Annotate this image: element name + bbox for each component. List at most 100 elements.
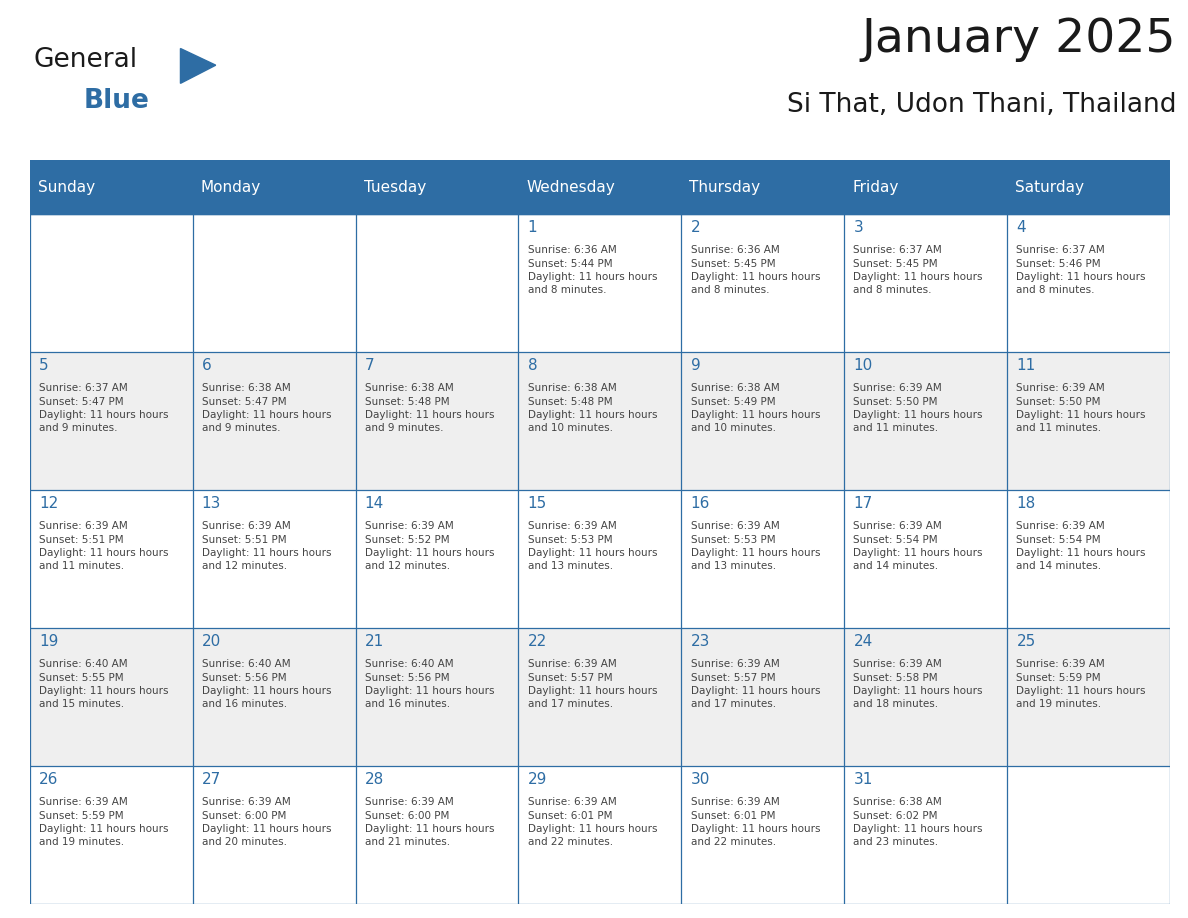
Bar: [30, 214, 192, 353]
Text: Sunrise: 6:39 AM
Sunset: 6:00 PM
Daylight: 11 hours hours
and 21 minutes.: Sunrise: 6:39 AM Sunset: 6:00 PM Dayligh…: [365, 798, 494, 847]
Text: Sunrise: 6:39 AM
Sunset: 5:51 PM
Daylight: 11 hours hours
and 11 minutes.: Sunrise: 6:39 AM Sunset: 5:51 PM Dayligh…: [39, 521, 169, 571]
Text: Sunday: Sunday: [38, 180, 95, 195]
Text: Sunrise: 6:39 AM
Sunset: 5:59 PM
Daylight: 11 hours hours
and 19 minutes.: Sunrise: 6:39 AM Sunset: 5:59 PM Dayligh…: [39, 798, 169, 847]
Bar: [845, 161, 1007, 214]
Text: Sunrise: 6:38 AM
Sunset: 5:48 PM
Daylight: 11 hours hours
and 10 minutes.: Sunrise: 6:38 AM Sunset: 5:48 PM Dayligh…: [527, 384, 657, 433]
Text: Sunrise: 6:37 AM
Sunset: 5:47 PM
Daylight: 11 hours hours
and 9 minutes.: Sunrise: 6:37 AM Sunset: 5:47 PM Dayligh…: [39, 384, 169, 433]
Text: Sunrise: 6:39 AM
Sunset: 5:53 PM
Daylight: 11 hours hours
and 13 minutes.: Sunrise: 6:39 AM Sunset: 5:53 PM Dayligh…: [527, 521, 657, 571]
Text: 23: 23: [690, 634, 710, 649]
Text: 14: 14: [365, 496, 384, 511]
Bar: [192, 214, 355, 353]
Bar: [355, 490, 518, 628]
Text: 18: 18: [1017, 496, 1036, 511]
Text: 24: 24: [853, 634, 873, 649]
Text: 17: 17: [853, 496, 873, 511]
Text: 31: 31: [853, 772, 873, 787]
Bar: [1007, 767, 1170, 904]
Bar: [682, 490, 845, 628]
Text: 1: 1: [527, 220, 537, 235]
Text: 11: 11: [1017, 358, 1036, 373]
Bar: [845, 490, 1007, 628]
Text: January 2025: January 2025: [861, 17, 1176, 62]
Text: Sunrise: 6:39 AM
Sunset: 5:54 PM
Daylight: 11 hours hours
and 14 minutes.: Sunrise: 6:39 AM Sunset: 5:54 PM Dayligh…: [1017, 521, 1146, 571]
Bar: [1007, 353, 1170, 490]
Text: Sunrise: 6:36 AM
Sunset: 5:45 PM
Daylight: 11 hours hours
and 8 minutes.: Sunrise: 6:36 AM Sunset: 5:45 PM Dayligh…: [690, 245, 820, 295]
Text: 15: 15: [527, 496, 546, 511]
Text: 12: 12: [39, 496, 58, 511]
Text: 4: 4: [1017, 220, 1026, 235]
Bar: [682, 353, 845, 490]
Bar: [1007, 628, 1170, 767]
Bar: [518, 490, 682, 628]
Text: Sunrise: 6:36 AM
Sunset: 5:44 PM
Daylight: 11 hours hours
and 8 minutes.: Sunrise: 6:36 AM Sunset: 5:44 PM Dayligh…: [527, 245, 657, 295]
Text: Sunrise: 6:39 AM
Sunset: 5:59 PM
Daylight: 11 hours hours
and 19 minutes.: Sunrise: 6:39 AM Sunset: 5:59 PM Dayligh…: [1017, 659, 1146, 709]
Text: 30: 30: [690, 772, 710, 787]
Bar: [845, 767, 1007, 904]
Bar: [518, 161, 682, 214]
Text: 5: 5: [39, 358, 49, 373]
Text: 19: 19: [39, 634, 58, 649]
Bar: [1007, 490, 1170, 628]
Text: 20: 20: [202, 634, 221, 649]
Bar: [845, 353, 1007, 490]
Bar: [355, 767, 518, 904]
Text: Sunrise: 6:39 AM
Sunset: 5:50 PM
Daylight: 11 hours hours
and 11 minutes.: Sunrise: 6:39 AM Sunset: 5:50 PM Dayligh…: [853, 384, 982, 433]
Text: 9: 9: [690, 358, 700, 373]
Text: Tuesday: Tuesday: [364, 180, 425, 195]
Text: 3: 3: [853, 220, 864, 235]
Text: Sunrise: 6:39 AM
Sunset: 5:50 PM
Daylight: 11 hours hours
and 11 minutes.: Sunrise: 6:39 AM Sunset: 5:50 PM Dayligh…: [1017, 384, 1146, 433]
Bar: [30, 161, 1170, 166]
Text: Sunrise: 6:40 AM
Sunset: 5:55 PM
Daylight: 11 hours hours
and 15 minutes.: Sunrise: 6:40 AM Sunset: 5:55 PM Dayligh…: [39, 659, 169, 709]
Text: Sunrise: 6:40 AM
Sunset: 5:56 PM
Daylight: 11 hours hours
and 16 minutes.: Sunrise: 6:40 AM Sunset: 5:56 PM Dayligh…: [365, 659, 494, 709]
Text: Sunrise: 6:39 AM
Sunset: 5:58 PM
Daylight: 11 hours hours
and 18 minutes.: Sunrise: 6:39 AM Sunset: 5:58 PM Dayligh…: [853, 659, 982, 709]
Bar: [682, 628, 845, 767]
Text: Sunrise: 6:39 AM
Sunset: 5:53 PM
Daylight: 11 hours hours
and 13 minutes.: Sunrise: 6:39 AM Sunset: 5:53 PM Dayligh…: [690, 521, 820, 571]
Bar: [355, 214, 518, 353]
Text: 13: 13: [202, 496, 221, 511]
Bar: [682, 214, 845, 353]
Text: Friday: Friday: [852, 180, 898, 195]
Text: Sunrise: 6:39 AM
Sunset: 5:52 PM
Daylight: 11 hours hours
and 12 minutes.: Sunrise: 6:39 AM Sunset: 5:52 PM Dayligh…: [365, 521, 494, 571]
Bar: [518, 214, 682, 353]
Text: 25: 25: [1017, 634, 1036, 649]
Text: 28: 28: [365, 772, 384, 787]
Polygon shape: [181, 49, 216, 84]
Bar: [518, 353, 682, 490]
Bar: [355, 353, 518, 490]
Text: 8: 8: [527, 358, 537, 373]
Text: Wednesday: Wednesday: [526, 180, 615, 195]
Bar: [192, 490, 355, 628]
Text: 2: 2: [690, 220, 700, 235]
Bar: [30, 767, 192, 904]
Text: Sunrise: 6:38 AM
Sunset: 5:49 PM
Daylight: 11 hours hours
and 10 minutes.: Sunrise: 6:38 AM Sunset: 5:49 PM Dayligh…: [690, 384, 820, 433]
Text: Si That, Udon Thani, Thailand: Si That, Udon Thani, Thailand: [786, 93, 1176, 118]
Text: Blue: Blue: [83, 88, 148, 114]
Text: 22: 22: [527, 634, 546, 649]
Bar: [682, 161, 845, 214]
Text: 6: 6: [202, 358, 211, 373]
Bar: [845, 628, 1007, 767]
Bar: [355, 161, 518, 214]
Text: Sunrise: 6:37 AM
Sunset: 5:45 PM
Daylight: 11 hours hours
and 8 minutes.: Sunrise: 6:37 AM Sunset: 5:45 PM Dayligh…: [853, 245, 982, 295]
Bar: [518, 767, 682, 904]
Bar: [355, 628, 518, 767]
Text: Sunrise: 6:38 AM
Sunset: 5:48 PM
Daylight: 11 hours hours
and 9 minutes.: Sunrise: 6:38 AM Sunset: 5:48 PM Dayligh…: [365, 384, 494, 433]
Bar: [518, 628, 682, 767]
Bar: [192, 767, 355, 904]
Bar: [192, 161, 355, 214]
Text: General: General: [34, 47, 138, 73]
Text: Sunrise: 6:39 AM
Sunset: 6:01 PM
Daylight: 11 hours hours
and 22 minutes.: Sunrise: 6:39 AM Sunset: 6:01 PM Dayligh…: [527, 798, 657, 847]
Text: Sunrise: 6:38 AM
Sunset: 5:47 PM
Daylight: 11 hours hours
and 9 minutes.: Sunrise: 6:38 AM Sunset: 5:47 PM Dayligh…: [202, 384, 331, 433]
Text: Sunrise: 6:39 AM
Sunset: 5:51 PM
Daylight: 11 hours hours
and 12 minutes.: Sunrise: 6:39 AM Sunset: 5:51 PM Dayligh…: [202, 521, 331, 571]
Text: Sunrise: 6:39 AM
Sunset: 5:57 PM
Daylight: 11 hours hours
and 17 minutes.: Sunrise: 6:39 AM Sunset: 5:57 PM Dayligh…: [690, 659, 820, 709]
Text: Monday: Monday: [201, 180, 261, 195]
Text: Thursday: Thursday: [689, 180, 760, 195]
Text: 26: 26: [39, 772, 58, 787]
Text: 21: 21: [365, 634, 384, 649]
Text: 10: 10: [853, 358, 873, 373]
Text: Saturday: Saturday: [1016, 180, 1085, 195]
Text: 16: 16: [690, 496, 710, 511]
Text: Sunrise: 6:39 AM
Sunset: 6:01 PM
Daylight: 11 hours hours
and 22 minutes.: Sunrise: 6:39 AM Sunset: 6:01 PM Dayligh…: [690, 798, 820, 847]
Bar: [1007, 161, 1170, 214]
Text: Sunrise: 6:39 AM
Sunset: 5:54 PM
Daylight: 11 hours hours
and 14 minutes.: Sunrise: 6:39 AM Sunset: 5:54 PM Dayligh…: [853, 521, 982, 571]
